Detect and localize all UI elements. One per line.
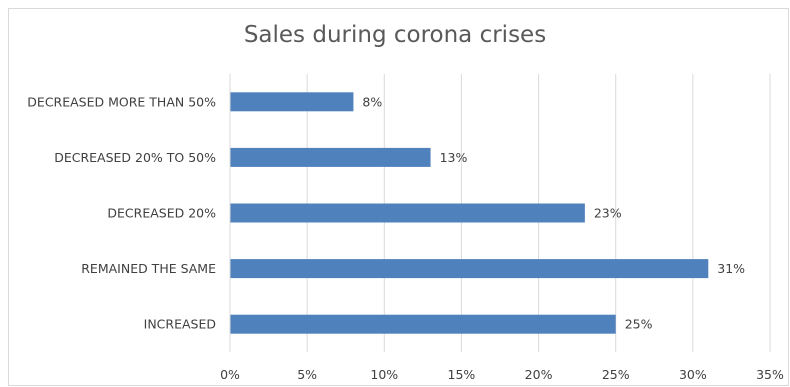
x-tick-label: 5% [297,367,317,382]
x-tick-label: 10% [370,367,398,382]
x-tick-label: 30% [679,367,707,382]
x-tick-label: 20% [525,367,553,382]
x-tick-label: 15% [448,367,476,382]
data-label: 25% [625,317,653,332]
x-tick-label: 35% [756,367,784,382]
bar [230,147,431,167]
category-label: INCREASED [144,317,216,332]
bar [230,203,585,223]
bar [230,259,709,279]
data-label: 8% [362,94,382,109]
x-tick-label: 0% [220,367,240,382]
data-label: 23% [594,206,622,221]
bar [230,92,354,112]
category-label: DECREASED 20% TO 50% [54,150,216,165]
category-label: REMAINED THE SAME [81,261,216,276]
category-label: DECREASED 20% [107,206,216,221]
data-label: 13% [440,150,468,165]
data-label: 31% [717,261,745,276]
chart-title: Sales during corona crises [243,22,547,48]
x-tick-label: 25% [602,367,630,382]
category-label: DECREASED MORE THAN 50% [27,94,216,109]
bar [230,314,616,334]
